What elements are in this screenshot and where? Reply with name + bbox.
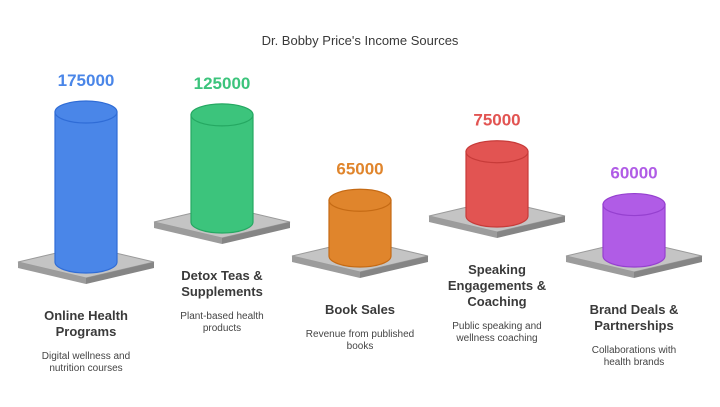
value-label: 60000 <box>610 164 657 183</box>
bar-platform-side <box>634 256 702 278</box>
bar-cylinder <box>465 151 529 228</box>
category-description: Collaborations with <box>592 345 677 356</box>
category-label: Brand Deals & <box>590 302 679 317</box>
bar-platform-side <box>429 216 497 238</box>
category-label: Programs <box>56 324 117 339</box>
bar-platform-side <box>360 256 428 278</box>
bar-cylinder-top <box>328 188 392 212</box>
bar-platform-side <box>86 262 154 284</box>
category-description: Public speaking and <box>452 321 542 332</box>
bar-cylinder <box>190 114 254 234</box>
category-description: wellness coaching <box>455 333 537 344</box>
category-label: Detox Teas & <box>181 268 262 283</box>
category-description: Revenue from published <box>306 329 414 340</box>
bar-group: 75000 <box>428 111 566 238</box>
value-label: 125000 <box>194 74 251 93</box>
category-label: Book Sales <box>325 302 395 317</box>
category-description: products <box>203 323 241 334</box>
category-description: Plant-based health <box>180 311 263 322</box>
bar-cylinder <box>54 111 118 274</box>
bar-group: 60000 <box>565 164 703 278</box>
bar-platform-side <box>18 262 86 284</box>
value-label: 65000 <box>336 159 383 178</box>
category-label: Partnerships <box>594 318 673 333</box>
category-description: Digital wellness and <box>42 351 130 362</box>
category-description: books <box>347 341 374 352</box>
bar-cylinder <box>602 203 666 268</box>
bar-platform-side <box>222 222 290 244</box>
value-label: 175000 <box>58 71 115 90</box>
bar-cylinder-top <box>54 100 118 124</box>
bar-platform-side <box>566 256 634 278</box>
bar-group: 175000 <box>17 71 155 284</box>
bar-group: 65000 <box>291 159 429 278</box>
bar-cylinder-top <box>190 103 254 127</box>
category-description: nutrition courses <box>49 363 122 374</box>
category-label: Online Health <box>44 308 128 323</box>
bar-cylinder <box>328 199 392 268</box>
category-description: health brands <box>604 357 665 368</box>
category-label: Supplements <box>181 284 263 299</box>
bar-platform-side <box>497 216 565 238</box>
category-label: Engagements & <box>448 278 546 293</box>
bar-platform-side <box>154 222 222 244</box>
value-label: 75000 <box>473 111 520 130</box>
chart-title: Dr. Bobby Price's Income Sources <box>262 33 459 48</box>
bar-platform-side <box>292 256 360 278</box>
bar-group: 125000 <box>153 74 291 244</box>
bar-cylinder-top <box>465 140 529 164</box>
category-label: Coaching <box>467 294 526 309</box>
category-label: Speaking <box>468 262 526 277</box>
bar-cylinder-top <box>602 192 666 217</box>
